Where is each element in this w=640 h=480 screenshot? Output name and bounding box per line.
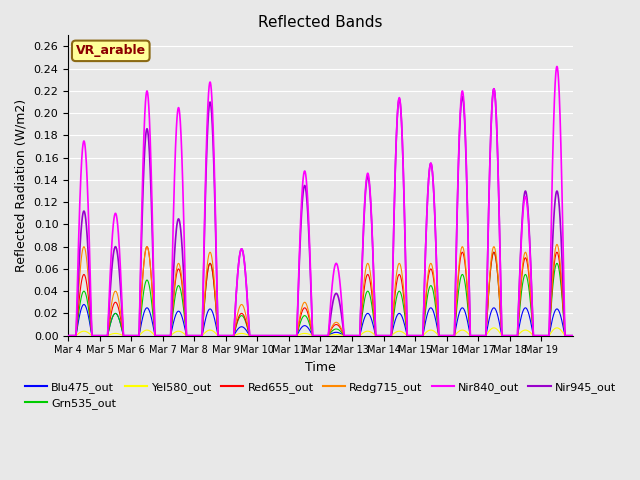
Yel580_out [483, 331, 491, 336]
Line: Grn535_out: Grn535_out [68, 252, 573, 336]
Blu475_out [366, 312, 374, 318]
Nir945_out [490, 86, 498, 92]
Nir945_out [459, 94, 467, 99]
Yel580_out [497, 330, 504, 336]
Blu475_out [339, 332, 347, 338]
Blu475_out [497, 325, 504, 331]
Nir840_out [497, 258, 504, 264]
Red655_out [459, 250, 467, 255]
Grn535_out [483, 313, 491, 319]
Red655_out [483, 312, 491, 317]
Blu475_out [64, 333, 72, 338]
Redg715_out [459, 244, 467, 250]
Redg715_out [64, 333, 72, 338]
Grn535_out [569, 333, 577, 338]
Line: Nir945_out: Nir945_out [68, 89, 573, 336]
Nir945_out [64, 333, 72, 338]
Nir840_out [169, 240, 177, 246]
Yel580_out [459, 327, 467, 333]
Title: Reflected Bands: Reflected Bands [258, 15, 383, 30]
Nir945_out [339, 322, 346, 327]
Nir840_out [483, 275, 491, 281]
Red655_out [569, 333, 577, 338]
Nir840_out [553, 63, 561, 69]
Redg715_out [483, 312, 491, 318]
Red655_out [366, 277, 374, 283]
Line: Nir840_out: Nir840_out [68, 66, 573, 336]
Line: Yel580_out: Yel580_out [68, 328, 573, 336]
Nir945_out [569, 333, 577, 338]
Y-axis label: Reflected Radiation (W/m2): Reflected Radiation (W/m2) [15, 99, 28, 272]
Nir945_out [483, 275, 491, 281]
Nir840_out [569, 333, 577, 338]
Line: Blu475_out: Blu475_out [68, 304, 573, 336]
Text: VR_arable: VR_arable [76, 44, 146, 57]
X-axis label: Time: Time [305, 361, 336, 374]
Nir945_out [169, 285, 177, 291]
Blu475_out [80, 301, 88, 307]
Nir840_out [459, 88, 467, 94]
Blu475_out [169, 322, 177, 328]
Yel580_out [366, 329, 374, 335]
Grn535_out [169, 312, 177, 318]
Yel580_out [569, 333, 577, 338]
Redg715_out [366, 266, 374, 272]
Redg715_out [497, 306, 504, 312]
Nir840_out [339, 313, 346, 319]
Redg715_out [339, 329, 346, 335]
Red655_out [169, 304, 177, 310]
Yel580_out [64, 333, 72, 338]
Red655_out [143, 244, 151, 250]
Grn535_out [497, 309, 504, 315]
Yel580_out [339, 333, 346, 338]
Legend: Blu475_out, Grn535_out, Yel580_out, Red655_out, Redg715_out, Nir840_out, Nir945_: Blu475_out, Grn535_out, Yel580_out, Red6… [20, 377, 621, 413]
Grn535_out [366, 292, 374, 298]
Nir945_out [497, 263, 504, 269]
Nir840_out [366, 183, 374, 189]
Red655_out [64, 333, 72, 338]
Redg715_out [169, 303, 177, 309]
Red655_out [497, 309, 504, 315]
Grn535_out [459, 272, 467, 277]
Redg715_out [569, 333, 577, 338]
Nir840_out [64, 333, 72, 338]
Redg715_out [553, 241, 561, 247]
Blu475_out [569, 333, 577, 338]
Red655_out [339, 330, 347, 336]
Blu475_out [459, 305, 467, 311]
Grn535_out [490, 249, 498, 255]
Line: Red655_out: Red655_out [68, 247, 573, 336]
Nir945_out [366, 187, 374, 192]
Yel580_out [553, 325, 561, 331]
Grn535_out [339, 331, 346, 337]
Line: Redg715_out: Redg715_out [68, 244, 573, 336]
Grn535_out [64, 333, 72, 338]
Blu475_out [483, 325, 491, 331]
Yel580_out [169, 331, 177, 336]
